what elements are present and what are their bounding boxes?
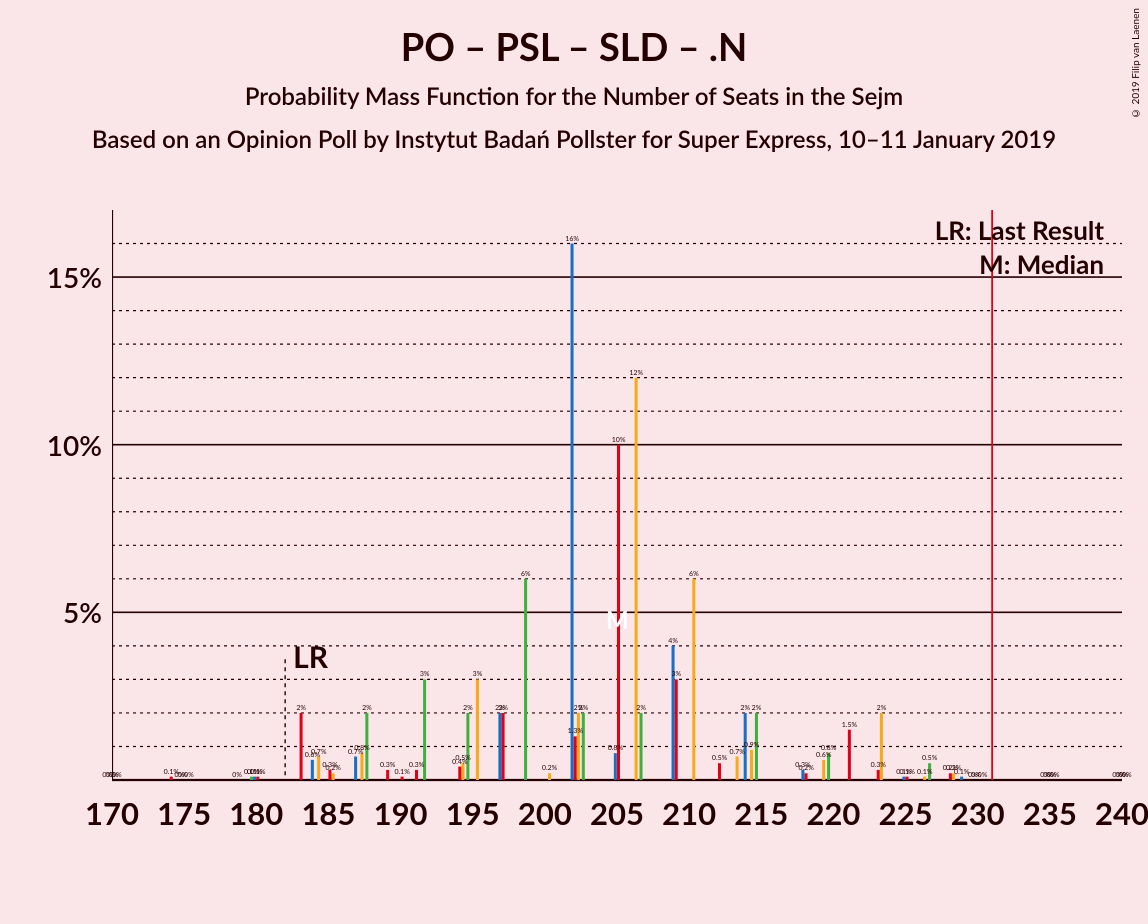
bar-label: 2%: [877, 704, 887, 712]
bar-label: 0.8%: [821, 744, 836, 752]
bar-label: 0.5%: [455, 754, 470, 762]
bar-label: 12%: [629, 369, 643, 377]
x-axis-tick-label: 215: [734, 794, 788, 832]
x-axis-tick-label: 175: [157, 794, 211, 832]
x-axis-tick-label: 230: [951, 794, 1005, 832]
bar-label: 0.8%: [354, 744, 369, 752]
chart-subtitle: Probability Mass Function for the Number…: [0, 82, 1148, 111]
bar-label: 2%: [296, 704, 306, 712]
bar-label: 2%: [362, 704, 372, 712]
bar-label: 0.7%: [311, 748, 326, 756]
bar-label: 0%: [1050, 771, 1060, 779]
bar-label: 0.1%: [954, 768, 969, 776]
bar-label: 2%: [579, 704, 589, 712]
bar-label: 0%: [184, 771, 194, 779]
bar-label: 6%: [521, 570, 531, 578]
bar-label: 0.2%: [325, 764, 340, 772]
chart-plot: [112, 210, 1122, 830]
bar-label: 0.2%: [542, 764, 557, 772]
bar-label: 3%: [420, 670, 430, 678]
y-axis-tick-label: 10%: [47, 428, 102, 462]
bar-label: 4%: [668, 637, 678, 645]
median-marker: M: [606, 606, 629, 635]
bar-label: 0.3%: [871, 761, 886, 769]
y-axis-tick-label: 5%: [63, 595, 102, 629]
x-axis-tick-label: 180: [229, 794, 283, 832]
bar-label: 0%: [978, 771, 988, 779]
bar-label: 0.1%: [250, 768, 265, 776]
x-axis-tick-label: 170: [85, 794, 139, 832]
bar-label: 0.1%: [394, 768, 409, 776]
bar-label: 6%: [689, 570, 699, 578]
bar-label: 2%: [752, 704, 762, 712]
x-axis-tick-label: 205: [590, 794, 644, 832]
y-axis-tick-label: 15%: [47, 260, 102, 294]
bar-label: 2%: [463, 704, 473, 712]
bar-label: 16%: [565, 235, 579, 243]
bar-label: 0.1%: [917, 768, 932, 776]
chart-area: LR: Last Result M: Median 0% 0% 0% 0% 0.1% 0%…: [112, 210, 1122, 830]
bar-label: 0%: [112, 771, 122, 779]
bar-label: 0%: [232, 771, 242, 779]
x-axis-tick-label: 225: [879, 794, 933, 832]
bar-label: 1.3%: [568, 727, 583, 735]
bar-label: 0.3%: [409, 761, 424, 769]
bar-label: 0.2%: [798, 764, 813, 772]
bar-label: 0.1%: [899, 768, 914, 776]
bar-label: 0.8%: [608, 744, 623, 752]
bar-label: 2%: [740, 704, 750, 712]
bar-label: 1.5%: [842, 721, 857, 729]
chart-title: PO – PSL – SLD – .N: [0, 0, 1148, 70]
bar-label: 2%: [498, 704, 508, 712]
x-axis-tick-label: 220: [806, 794, 860, 832]
bar-label: 0.5%: [712, 754, 727, 762]
bar-label: 2%: [636, 704, 646, 712]
chart-subtitle2: Based on an Opinion Poll by Instytut Bad…: [0, 125, 1148, 154]
bar-label: 10%: [612, 436, 626, 444]
x-axis-tick-label: 235: [1023, 794, 1077, 832]
bar-label: 0%: [1122, 771, 1132, 779]
legend-m: M: Median: [979, 248, 1104, 280]
x-axis-tick-label: 240: [1095, 794, 1148, 832]
lr-marker: LR: [293, 639, 328, 675]
x-axis-tick-label: 195: [446, 794, 500, 832]
x-axis-tick-label: 210: [662, 794, 716, 832]
bar-label: 3%: [671, 670, 681, 678]
x-axis-tick-label: 200: [518, 794, 572, 832]
bar-label: 3%: [473, 670, 483, 678]
bar-label: 0.7%: [729, 748, 744, 756]
bar-label: 0.5%: [922, 754, 937, 762]
x-axis-tick-label: 190: [374, 794, 428, 832]
bar-label: 0.3%: [380, 761, 395, 769]
legend-lr: LR: Last Result: [935, 214, 1104, 246]
bar-label: 0.9%: [744, 741, 759, 749]
x-axis-tick-label: 185: [301, 794, 355, 832]
credit-text: © 2019 Filip van Laenen: [1130, 8, 1142, 119]
